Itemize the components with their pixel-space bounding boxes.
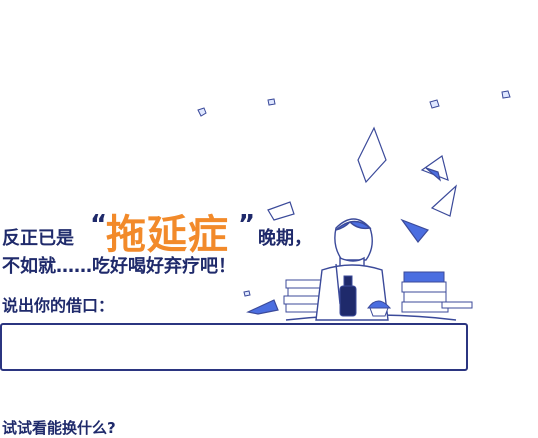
book-stack-icon	[283, 271, 473, 313]
quote-open: “	[90, 210, 108, 240]
headline-highlight: 拖延症	[106, 212, 229, 258]
headline-prefix: 反正已是	[2, 228, 74, 249]
headline-suffix: 晚期，	[258, 228, 312, 249]
bottle-icon	[339, 275, 357, 317]
headline-line-1: 反正已是 “ 拖延症 ” 晚期，	[2, 200, 382, 258]
quote-close: ”	[238, 210, 256, 240]
headline-line-2: 不如就……吃好喝好弃疗吧！	[2, 256, 236, 277]
swap-link[interactable]: 试试看能换什么?	[2, 419, 116, 437]
flying-paper-icon	[197, 90, 511, 297]
cupcake-icon	[367, 300, 392, 317]
procrastination-illustration	[197, 90, 511, 321]
flying-paper-icon	[246, 126, 457, 315]
headline: 反正已是 “ 拖延症 ” 晚期， 不如就……吃好喝好弃疗吧！	[2, 200, 382, 277]
excuse-prompt-label: 说出你的借口：	[2, 296, 115, 315]
excuse-input[interactable]	[0, 323, 468, 371]
